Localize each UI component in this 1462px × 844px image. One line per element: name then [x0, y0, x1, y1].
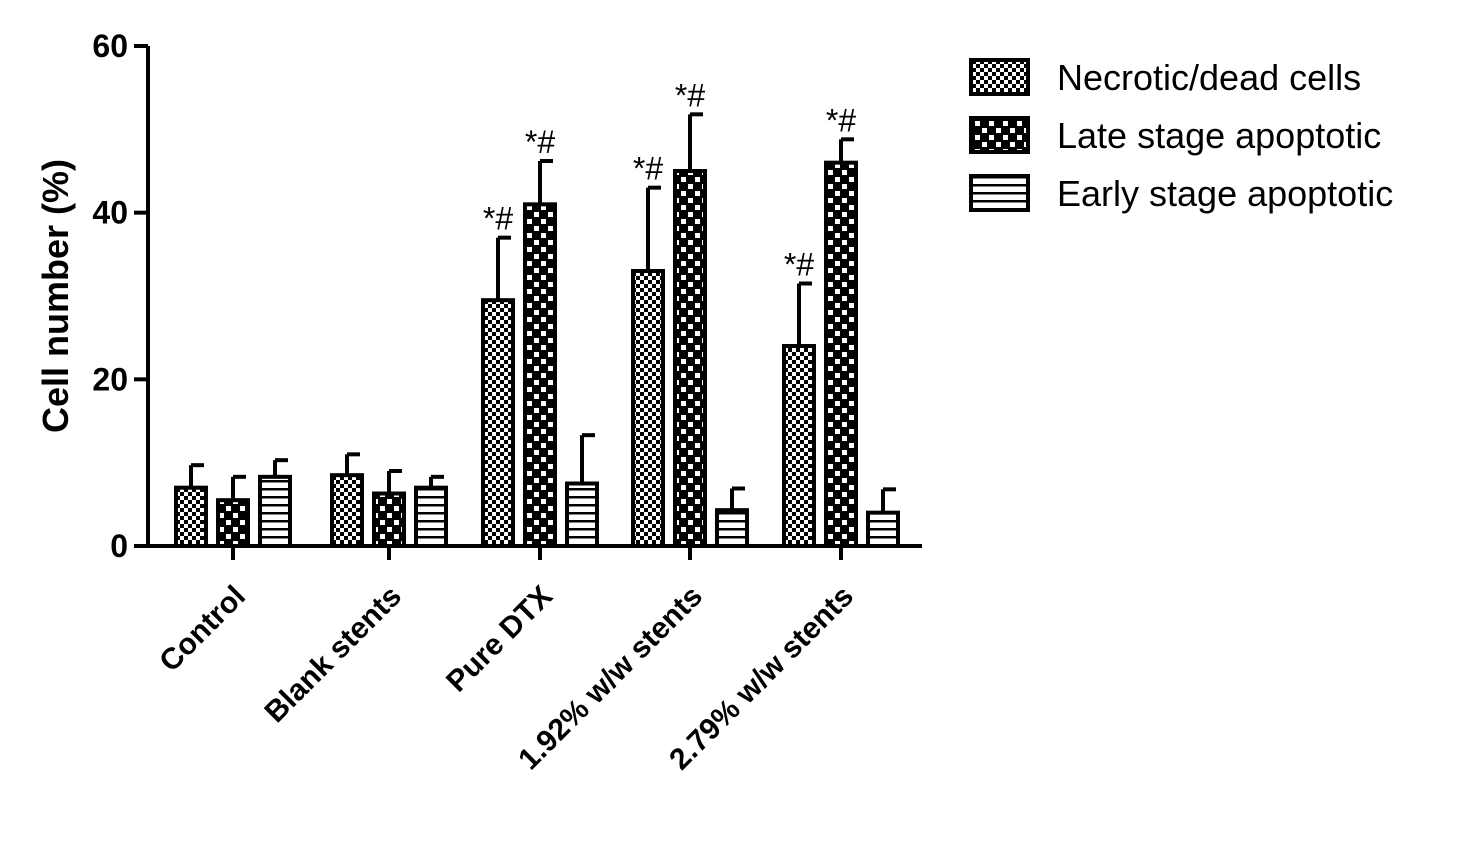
legend-label: Late stage apoptotic	[1057, 115, 1381, 156]
bar	[565, 481, 599, 548]
y-tick-label: 60	[92, 28, 128, 64]
bar	[414, 485, 448, 548]
significance-label: *#	[675, 77, 705, 113]
bar	[174, 485, 208, 548]
bar	[330, 473, 364, 548]
legend: Necrotic/dead cells Late stage apoptotic E…	[969, 57, 1393, 214]
significance-label: *#	[525, 124, 555, 160]
y-tick-label: 20	[92, 361, 128, 397]
y-axis-label: Cell number (%)	[35, 159, 76, 433]
legend-label: Early stage apoptotic	[1057, 173, 1393, 214]
significance-label: *#	[633, 151, 663, 187]
y-tick-label: 0	[110, 528, 128, 564]
significance-label: *#	[483, 201, 513, 237]
y-axis: 0 20 40 60	[92, 28, 150, 564]
bar	[673, 169, 707, 548]
bar	[372, 491, 406, 548]
legend-swatch	[969, 116, 1030, 154]
bar	[523, 202, 557, 548]
x-tick-label: Blank stents	[258, 580, 407, 729]
bar	[866, 510, 900, 549]
bar	[782, 344, 816, 548]
bar	[715, 508, 749, 548]
legend-swatch	[969, 58, 1030, 96]
significance-label: *#	[826, 102, 856, 138]
bars: *# *# *# *# *# *#	[174, 77, 900, 549]
legend-label: Necrotic/dead cells	[1057, 57, 1361, 98]
x-tick-label: Control	[153, 580, 252, 679]
bar	[631, 269, 665, 548]
y-tick-label: 40	[92, 195, 128, 231]
x-tick-label: Pure DTX	[440, 580, 559, 699]
bar	[216, 498, 250, 548]
bar	[481, 298, 515, 548]
bar	[258, 474, 292, 549]
legend-swatch	[969, 174, 1030, 212]
bar	[824, 160, 858, 549]
significance-label: *#	[784, 247, 814, 283]
